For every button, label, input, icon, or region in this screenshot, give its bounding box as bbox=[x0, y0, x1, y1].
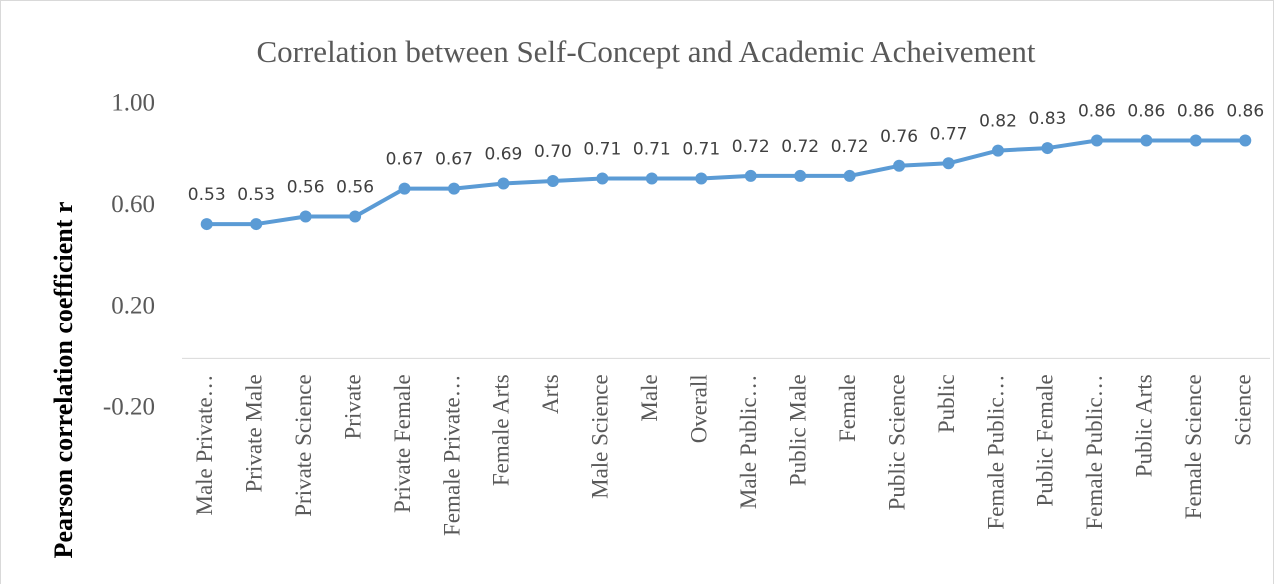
data-label: 0.71 bbox=[682, 139, 720, 159]
x-tick-label: Overall bbox=[687, 374, 712, 443]
data-label: 0.86 bbox=[1177, 101, 1215, 121]
marker bbox=[250, 218, 263, 231]
data-label: 0.53 bbox=[237, 185, 275, 205]
y-tick-label: 0.60 bbox=[111, 191, 155, 218]
data-label: 0.56 bbox=[336, 177, 374, 197]
marker bbox=[1189, 134, 1202, 147]
x-tick-label: Male Science bbox=[588, 374, 613, 499]
data-label: 0.67 bbox=[435, 150, 473, 170]
data-label: 0.69 bbox=[485, 145, 523, 165]
y-tick-label: 0.20 bbox=[111, 292, 155, 319]
marker bbox=[299, 210, 312, 223]
data-label: 0.71 bbox=[583, 139, 621, 159]
data-label: 0.72 bbox=[732, 137, 770, 157]
x-tick-label: Male Public… bbox=[736, 374, 761, 509]
marker bbox=[695, 172, 708, 185]
marker bbox=[893, 159, 906, 172]
marker bbox=[645, 172, 658, 185]
data-label: 0.56 bbox=[287, 177, 325, 197]
marker bbox=[1239, 134, 1252, 147]
x-tick-label: Female bbox=[835, 374, 860, 442]
data-label: 0.72 bbox=[831, 137, 869, 157]
marker bbox=[1140, 134, 1153, 147]
x-tick-label: Public Male bbox=[785, 374, 810, 486]
marker bbox=[1090, 134, 1103, 147]
marker bbox=[497, 177, 510, 190]
marker bbox=[992, 144, 1004, 157]
marker bbox=[200, 218, 213, 231]
x-tick-label: Public Science bbox=[884, 374, 909, 510]
data-label: 0.67 bbox=[386, 150, 424, 170]
data-label: 0.82 bbox=[979, 112, 1017, 132]
x-tick-label: Science bbox=[1231, 374, 1256, 446]
marker bbox=[448, 182, 460, 195]
x-tick-label: Public bbox=[934, 374, 959, 433]
marker bbox=[1041, 142, 1054, 155]
x-tick-label: Female Arts bbox=[489, 374, 514, 486]
data-label: 0.86 bbox=[1078, 101, 1116, 121]
x-tick-label: Public Arts bbox=[1132, 374, 1157, 477]
x-tick-label: Private Female bbox=[390, 374, 415, 513]
x-tick-label: Female Public… bbox=[983, 374, 1008, 529]
data-label: 0.83 bbox=[1029, 109, 1067, 129]
y-tick-label: -0.20 bbox=[103, 394, 155, 421]
chart-title: Correlation between Self-Concept and Aca… bbox=[256, 34, 1035, 69]
data-label: 0.86 bbox=[1226, 101, 1264, 121]
x-tick-label: Public Female bbox=[1033, 374, 1058, 506]
data-label: 0.71 bbox=[633, 139, 671, 159]
y-tick-label: 1.00 bbox=[111, 90, 155, 117]
x-tick-label: Female Public… bbox=[1082, 374, 1107, 529]
x-tick-label: Private bbox=[340, 374, 365, 439]
marker bbox=[942, 157, 955, 170]
data-label: 0.70 bbox=[534, 142, 572, 162]
x-tick-label: Male bbox=[637, 374, 662, 421]
data-label: 0.86 bbox=[1127, 101, 1165, 121]
marker bbox=[744, 169, 757, 182]
marker bbox=[794, 169, 807, 182]
data-label: 0.72 bbox=[781, 137, 819, 157]
data-label: 0.76 bbox=[880, 127, 918, 147]
x-tick-label: Private Male bbox=[241, 374, 266, 492]
x-tick-label: Female Private… bbox=[439, 374, 464, 536]
marker bbox=[546, 175, 559, 187]
x-tick-label: Private Science bbox=[291, 374, 316, 516]
marker bbox=[596, 172, 609, 185]
data-label: 0.53 bbox=[188, 185, 226, 205]
x-tick-label: Arts bbox=[538, 374, 563, 414]
marker bbox=[349, 210, 362, 223]
line bbox=[206, 138, 1246, 227]
marker bbox=[843, 169, 856, 182]
data-label: 0.77 bbox=[930, 124, 968, 144]
y-axis-title: Pearson correlation coefficient r bbox=[49, 202, 78, 559]
x-tick-label: Male Private… bbox=[192, 374, 217, 515]
marker bbox=[398, 182, 411, 195]
x-tick-label: Female Science bbox=[1181, 374, 1206, 519]
